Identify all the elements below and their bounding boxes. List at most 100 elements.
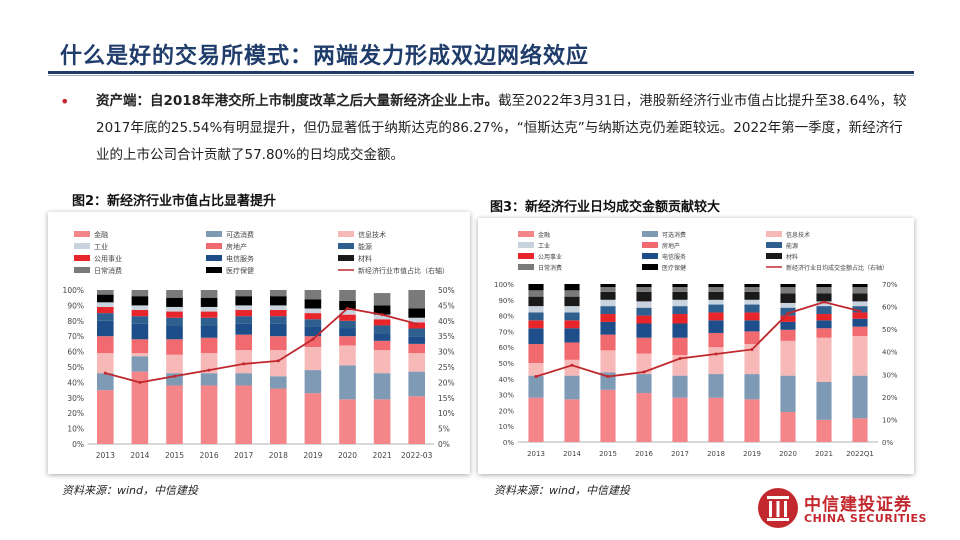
bar-segment xyxy=(708,320,724,333)
bar-segment xyxy=(96,353,114,374)
y-left-tick-label: 90% xyxy=(498,297,514,305)
bar-segment xyxy=(852,418,868,442)
bar-segment xyxy=(304,326,322,337)
bar-segment xyxy=(408,343,426,354)
line-point xyxy=(678,356,682,360)
bar-segment xyxy=(636,291,652,302)
bar-segment xyxy=(564,328,580,343)
bar-segment xyxy=(408,317,426,323)
legend-swatch xyxy=(206,243,222,249)
legend-swatch xyxy=(74,267,90,273)
bar-segment xyxy=(636,393,652,442)
legend-label: 工业 xyxy=(94,242,108,251)
line-point xyxy=(311,337,315,341)
legend-swatch xyxy=(518,264,534,270)
bar-segment xyxy=(528,328,544,345)
bar-segment xyxy=(816,284,832,288)
x-tick-label: 2014 xyxy=(130,451,149,460)
bar-segment xyxy=(636,301,652,308)
bar-segment xyxy=(816,301,832,307)
y-right-tick-label: 20% xyxy=(882,394,898,402)
legend-swatch xyxy=(206,267,222,273)
bar-segment xyxy=(96,290,114,295)
legend-swatch xyxy=(206,231,222,237)
bar-segment xyxy=(852,375,868,419)
bar-segment xyxy=(672,323,688,338)
legend-label: 信息技术 xyxy=(786,231,810,239)
bar-segment xyxy=(780,329,796,341)
y-right-tick-label: 60% xyxy=(882,304,898,312)
x-tick-label: 2017 xyxy=(671,450,689,458)
bar-segment xyxy=(373,325,391,334)
y-right-tick-label: 45% xyxy=(438,301,455,310)
x-tick-label: 2018 xyxy=(269,451,288,460)
bar-segment xyxy=(373,373,391,400)
y-right-tick-label: 30% xyxy=(438,348,455,357)
bar-segment xyxy=(339,310,356,315)
bar-segment xyxy=(200,297,218,307)
logo-emblem-icon xyxy=(758,488,798,528)
bar-segment xyxy=(780,284,796,288)
bar-segment xyxy=(373,333,391,341)
bar-segment xyxy=(200,290,218,298)
bar-segment xyxy=(600,287,616,292)
legend-label: 材料 xyxy=(786,253,798,261)
bar-segment xyxy=(744,374,760,400)
body-paragraph: 资产端：自2018年港交所上市制度改革之后大量新经济企业上市。截至2022年3月… xyxy=(96,88,916,169)
bar-segment xyxy=(564,359,580,376)
y-left-tick-label: 70% xyxy=(498,328,514,336)
bar-segment xyxy=(408,290,426,309)
line-point xyxy=(207,368,211,372)
bar-segment xyxy=(200,385,218,444)
bar-segment xyxy=(235,334,253,351)
bar-segment xyxy=(200,306,218,312)
bar-segment xyxy=(235,296,253,306)
bar-segment xyxy=(564,320,580,329)
bar-segment xyxy=(166,290,183,298)
bar-segment xyxy=(339,336,356,346)
title-underline-thin xyxy=(48,75,914,76)
legend-label: 电信服务 xyxy=(662,253,686,261)
bar-segment xyxy=(672,291,688,300)
bar-segment xyxy=(339,345,356,366)
bar-segment xyxy=(672,314,688,324)
bar-segment xyxy=(780,375,796,412)
bar-segment xyxy=(131,296,149,306)
legend-swatch xyxy=(74,255,90,261)
line-point xyxy=(750,347,754,351)
y-left-tick-label: 100% xyxy=(63,286,84,295)
bar-segment xyxy=(166,306,183,312)
y-right-tick-label: 70% xyxy=(882,281,898,289)
logo-en-text: CHINA SECURITIES xyxy=(804,512,927,525)
y-right-tick-label: 50% xyxy=(438,286,455,295)
legend-label: 信息技术 xyxy=(358,230,386,239)
bar-segment xyxy=(269,323,287,337)
y-right-tick-label: 25% xyxy=(438,363,455,372)
bar-segment xyxy=(744,287,760,292)
bar-segment xyxy=(408,308,426,318)
y-left-tick-label: 0% xyxy=(72,440,84,449)
bar-segment xyxy=(528,375,544,398)
bar-segment xyxy=(131,371,149,444)
bar-segment xyxy=(744,304,760,313)
bar-segment xyxy=(708,397,724,442)
share-line xyxy=(535,301,861,378)
bar-segment xyxy=(408,322,426,329)
x-tick-label: 2014 xyxy=(563,450,581,458)
bullet-icon: • xyxy=(60,92,70,111)
bar-segment xyxy=(235,350,253,374)
legend-swatch xyxy=(338,231,354,237)
bar-segment xyxy=(852,318,868,327)
bar-segment xyxy=(131,290,149,297)
x-tick-label: 2013 xyxy=(96,451,115,460)
bar-segment xyxy=(339,328,356,337)
line-point xyxy=(380,313,384,317)
bar-segment xyxy=(600,334,616,351)
bar-segment xyxy=(304,319,322,327)
bar-segment xyxy=(564,342,580,360)
y-left-tick-label: 40% xyxy=(67,378,84,387)
bar-segment xyxy=(235,385,253,444)
bar-segment xyxy=(744,331,760,345)
legend-label: 日常消费 xyxy=(94,266,122,275)
